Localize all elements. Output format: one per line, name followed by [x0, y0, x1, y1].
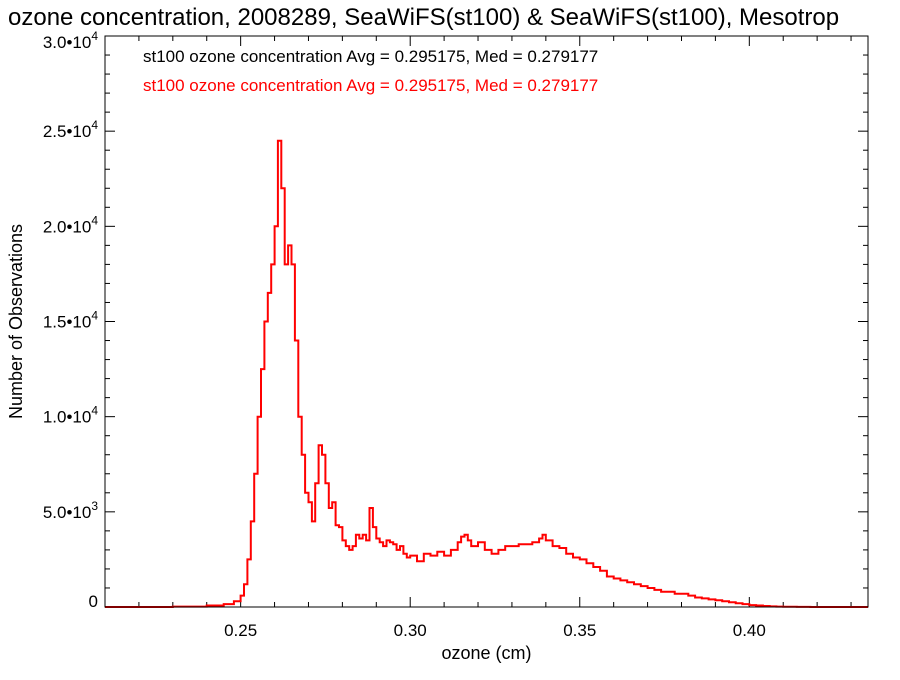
y-tick-label: 2.5•104 [43, 118, 99, 141]
x-axis-ticks: 0.25 0.30 0.35 0.40 [104, 36, 852, 640]
x-tick-label: 0.25 [224, 621, 257, 640]
y-tick-label: 5.0•103 [43, 499, 99, 522]
chart-title: ozone concentration, 2008289, SeaWiFS(st… [8, 4, 839, 31]
annotation-text: st100 ozone concentration Avg = 0.295175… [143, 76, 598, 95]
x-tick-label: 0.40 [733, 621, 766, 640]
y-tick-label: 3.0•104 [43, 29, 99, 52]
y-tick-label: 2.0•104 [43, 213, 99, 236]
y-tick-label: 0 [89, 592, 98, 611]
x-axis-label: ozone (cm) [441, 643, 531, 663]
series-line [105, 139, 868, 608]
annotations: st100 ozone concentration Avg = 0.295175… [143, 47, 598, 95]
y-axis-ticks: 0 5.0•103 1.0•104 1.5•104 2.0•104 2.5•104 3.0•… [43, 29, 868, 611]
y-axis-label: Number of Observations [6, 224, 26, 419]
plot-frame [104, 35, 869, 608]
y-tick-label: 1.0•104 [43, 404, 99, 427]
y-tick-label: 1.5•104 [43, 309, 99, 332]
annotation-text: st100 ozone concentration Avg = 0.295175… [143, 47, 598, 66]
x-tick-label: 0.35 [563, 621, 596, 640]
x-tick-label: 0.30 [394, 621, 427, 640]
